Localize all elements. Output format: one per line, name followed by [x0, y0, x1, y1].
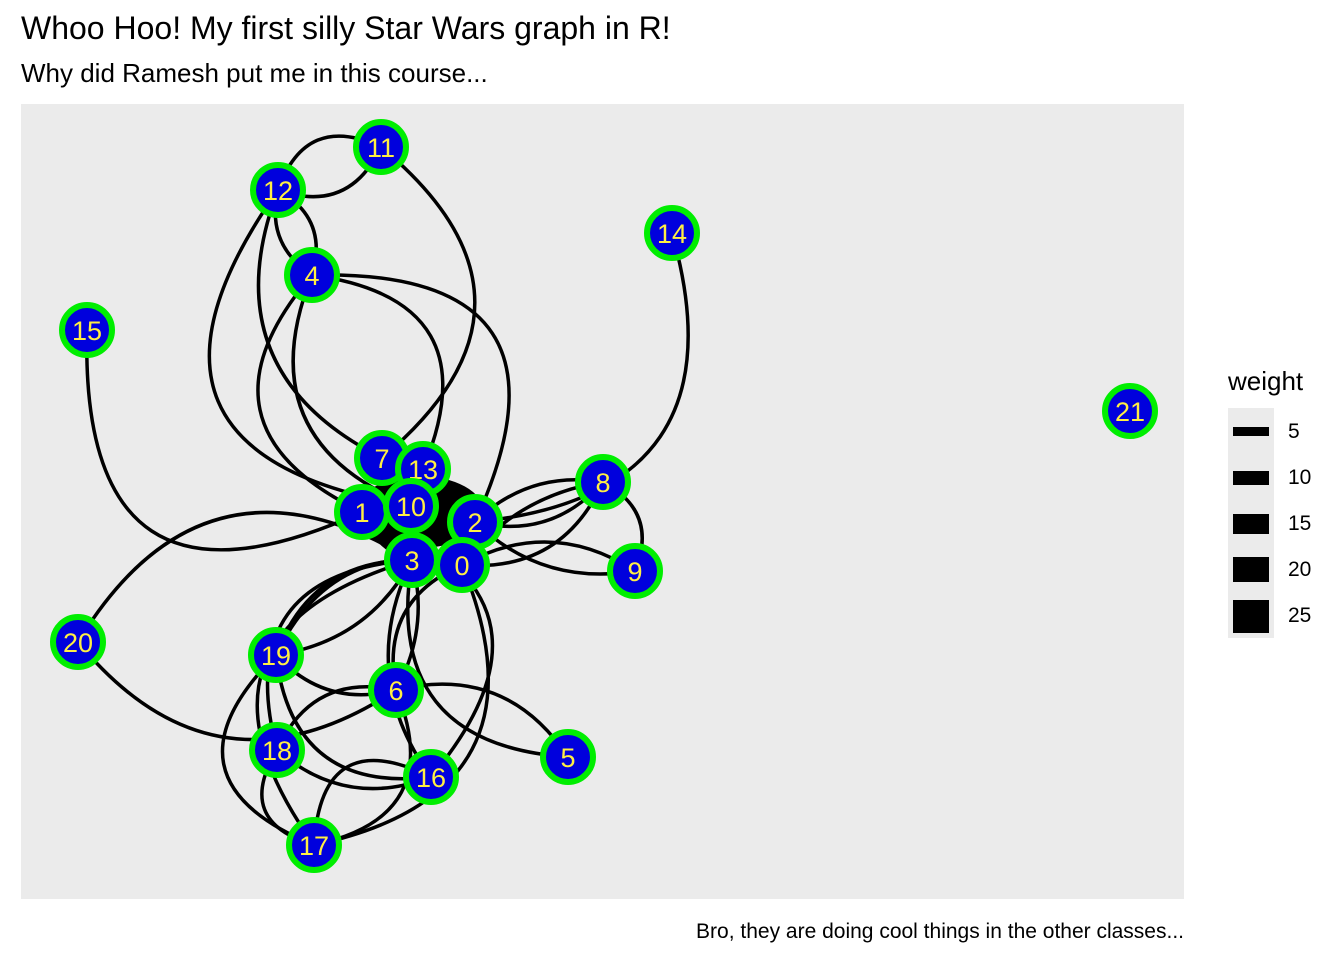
node-6-circle — [368, 662, 424, 718]
edge-12-7 — [256, 188, 384, 460]
legend-key-10 — [1233, 471, 1269, 485]
legend-key-15 — [1233, 514, 1269, 534]
node-11-circle — [353, 119, 409, 175]
node-18-label: 18 — [262, 736, 292, 766]
node-10: 10 — [383, 478, 439, 534]
node-17: 17 — [286, 817, 342, 873]
edge-20-6 — [76, 640, 398, 742]
node-10-circle — [383, 478, 439, 534]
node-12-label: 12 — [263, 176, 293, 206]
node-7-label: 7 — [374, 444, 389, 474]
edge-12-10 — [207, 188, 413, 508]
node-20-circle — [50, 614, 106, 670]
node-5-circle — [540, 729, 596, 785]
node-12: 12 — [250, 162, 306, 218]
node-11-label: 11 — [367, 133, 395, 163]
node-15-label: 15 — [72, 316, 102, 346]
node-7: 7 — [354, 430, 410, 486]
node-10-label: 10 — [396, 492, 426, 522]
node-2-label: 2 — [467, 508, 482, 538]
node-0-circle — [434, 537, 490, 593]
node-5: 5 — [540, 729, 596, 785]
node-9-label: 9 — [627, 557, 642, 587]
node-3: 3 — [384, 532, 440, 588]
node-8-label: 8 — [595, 468, 610, 498]
legend-label-15: 15 — [1288, 512, 1312, 535]
node-14: 14 — [644, 205, 700, 261]
node-4-circle — [284, 247, 340, 303]
chart-title: Whoo Hoo! My first silly Star Wars graph… — [21, 10, 671, 46]
node-14-label: 14 — [657, 219, 687, 249]
node-5-label: 5 — [560, 743, 575, 773]
edge-6-17 — [312, 688, 413, 847]
legend-label-25: 25 — [1288, 604, 1312, 627]
node-6-label: 6 — [388, 676, 403, 706]
node-8: 8 — [575, 454, 631, 510]
legend-label-10: 10 — [1288, 466, 1312, 489]
node-9-circle — [607, 543, 663, 599]
edge-4-1 — [256, 273, 364, 514]
node-16-circle — [403, 749, 459, 805]
node-0: 0 — [434, 537, 490, 593]
edge-19-17 — [220, 653, 316, 847]
node-21-label: 21 — [1115, 397, 1145, 427]
node-16: 16 — [403, 749, 459, 805]
node-11: 11 — [353, 119, 409, 175]
legend-label-20: 20 — [1288, 558, 1312, 581]
legend-label-5: 5 — [1288, 420, 1300, 443]
node-6: 6 — [368, 662, 424, 718]
node-18: 18 — [249, 722, 305, 778]
node-4-label: 4 — [304, 261, 319, 291]
chart-subtitle: Why did Ramesh put me in this course... — [21, 58, 488, 88]
node-21-circle — [1102, 383, 1158, 439]
node-15: 15 — [59, 302, 115, 358]
edge-14-2 — [473, 231, 690, 524]
node-8-circle — [575, 454, 631, 510]
legend-key-25 — [1233, 600, 1269, 633]
node-16-label: 16 — [416, 763, 446, 793]
edge-19-16 — [274, 653, 433, 781]
node-19-label: 19 — [261, 641, 291, 671]
legend-key-5 — [1233, 427, 1269, 436]
legend-key-20 — [1233, 557, 1269, 582]
node-9: 9 — [607, 543, 663, 599]
node-4: 4 — [284, 247, 340, 303]
edge-15-1 — [85, 328, 364, 552]
edge-3-5 — [406, 558, 570, 759]
node-1-label: 1 — [354, 498, 369, 528]
legend-title: weight — [1228, 366, 1304, 396]
node-19-circle — [248, 627, 304, 683]
node-19: 19 — [248, 627, 304, 683]
node-15-circle — [59, 302, 115, 358]
node-17-circle — [286, 817, 342, 873]
edge-4-13 — [310, 273, 445, 471]
edge-0-17 — [312, 563, 491, 847]
node-0-label: 0 — [454, 551, 469, 581]
node-17-label: 17 — [299, 831, 329, 861]
node-1: 1 — [334, 484, 390, 540]
node-20: 20 — [50, 614, 106, 670]
edge-4-2 — [310, 273, 511, 524]
node-12-circle — [250, 162, 306, 218]
chart-caption: Bro, they are doing cool things in the o… — [696, 920, 1184, 943]
node-14-circle — [644, 205, 700, 261]
node-21: 21 — [1102, 383, 1158, 439]
edge-3-18 — [265, 558, 414, 752]
node-18-circle — [249, 722, 305, 778]
node-3-label: 3 — [404, 546, 419, 576]
edge-11-7 — [379, 145, 477, 460]
node-20-label: 20 — [63, 628, 93, 658]
